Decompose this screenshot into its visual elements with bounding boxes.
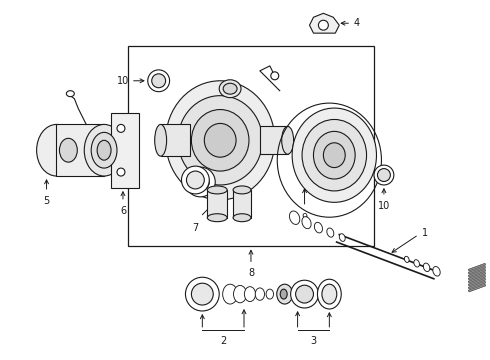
Ellipse shape [192,283,213,305]
Ellipse shape [66,91,74,96]
Ellipse shape [192,173,209,191]
Ellipse shape [187,171,204,189]
Ellipse shape [233,214,251,222]
Ellipse shape [91,132,117,168]
Text: 5: 5 [44,196,49,206]
Bar [468,281,486,289]
Ellipse shape [291,280,318,308]
Ellipse shape [414,260,419,267]
Text: 8: 8 [248,268,254,278]
Ellipse shape [117,168,125,176]
Ellipse shape [314,131,355,179]
Text: 3: 3 [310,336,317,346]
Ellipse shape [84,125,124,176]
Bar [207,190,227,218]
Ellipse shape [292,108,376,202]
Bar [260,126,288,154]
Bar [468,272,486,280]
Ellipse shape [97,140,111,160]
Ellipse shape [255,288,265,300]
Ellipse shape [302,217,311,229]
Ellipse shape [374,165,394,185]
Ellipse shape [166,81,275,200]
Ellipse shape [59,138,77,162]
Ellipse shape [233,186,251,194]
Bar [468,284,486,292]
Text: 4: 4 [353,18,359,28]
Ellipse shape [185,167,215,197]
Polygon shape [310,13,339,33]
Bar [468,263,486,271]
Bar [233,190,251,218]
Ellipse shape [117,125,125,132]
Ellipse shape [282,126,294,154]
Ellipse shape [280,289,287,299]
Bar [161,125,191,156]
Ellipse shape [178,96,262,185]
Ellipse shape [423,263,430,271]
Ellipse shape [318,279,341,309]
Ellipse shape [185,277,219,311]
Ellipse shape [433,266,440,276]
Ellipse shape [204,123,236,157]
Ellipse shape [245,287,256,302]
Ellipse shape [339,234,345,242]
Ellipse shape [318,20,328,30]
Ellipse shape [271,72,279,80]
Ellipse shape [207,214,227,222]
Ellipse shape [377,168,391,181]
Bar [468,278,486,286]
Ellipse shape [219,80,241,98]
Text: 10: 10 [117,76,129,86]
Bar [56,125,104,176]
Ellipse shape [266,289,273,299]
Ellipse shape [152,74,166,88]
Text: 7: 7 [192,223,198,233]
Ellipse shape [181,166,209,194]
Bar [128,46,374,247]
Ellipse shape [207,186,227,194]
Ellipse shape [277,284,293,304]
Ellipse shape [37,125,76,176]
Ellipse shape [323,143,345,168]
Ellipse shape [223,83,237,94]
Ellipse shape [295,285,314,303]
Text: 1: 1 [421,228,428,238]
Bar [468,269,486,277]
Ellipse shape [192,109,249,171]
Text: 10: 10 [378,201,390,211]
Text: 2: 2 [220,336,226,346]
Bar [468,266,486,274]
Ellipse shape [290,211,300,224]
Polygon shape [111,113,139,188]
Ellipse shape [155,125,167,156]
Ellipse shape [222,284,238,304]
Ellipse shape [404,256,409,262]
Ellipse shape [234,285,246,303]
Ellipse shape [322,284,337,304]
Bar [468,275,486,283]
Ellipse shape [327,228,334,237]
Text: 6: 6 [120,206,126,216]
Text: 9: 9 [301,213,308,223]
Ellipse shape [315,222,322,233]
Ellipse shape [302,120,367,191]
Ellipse shape [148,70,170,92]
